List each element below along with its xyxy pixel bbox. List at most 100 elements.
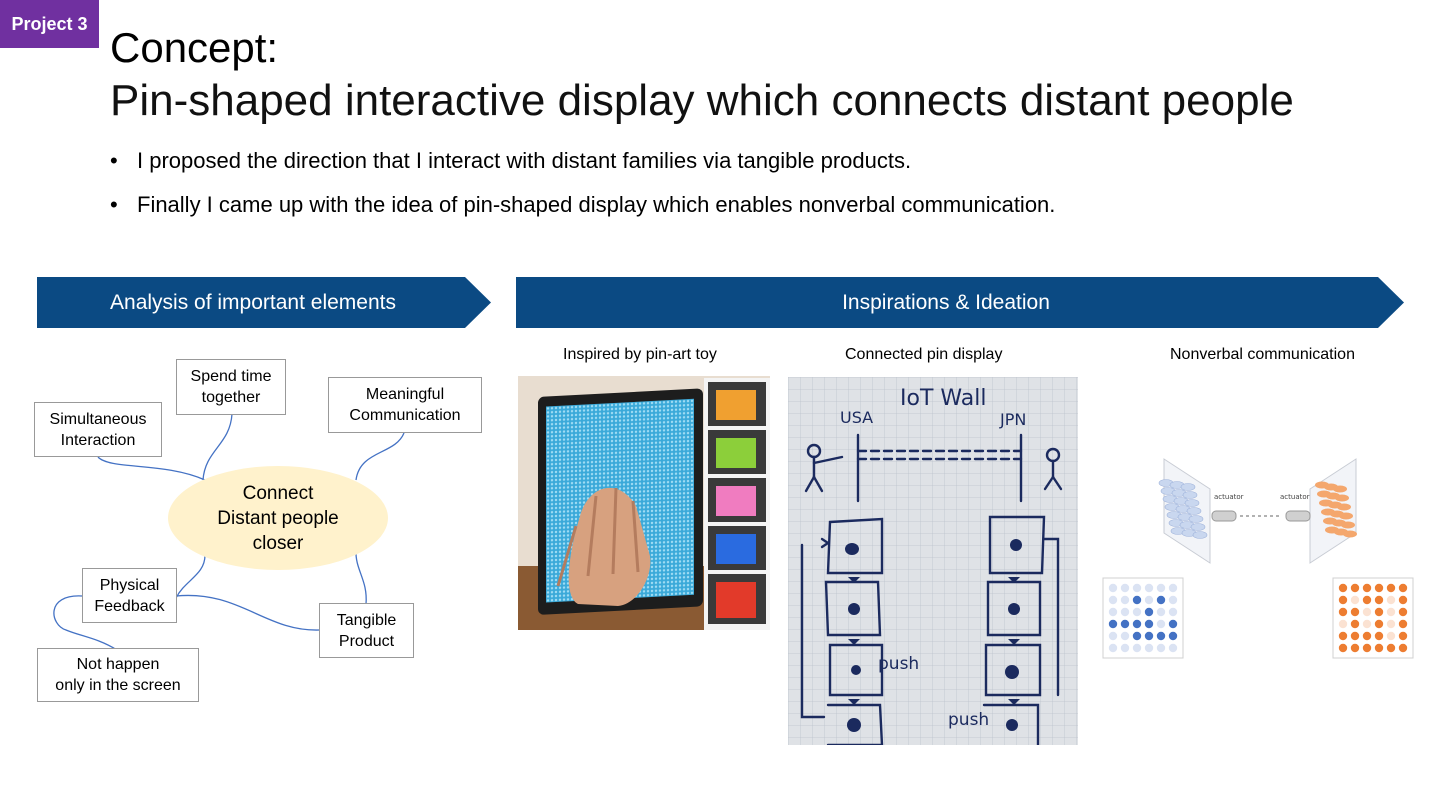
pin-dot xyxy=(1156,619,1166,629)
pin-cylinder xyxy=(1335,494,1349,502)
node-tangible: Tangible Product xyxy=(319,603,414,658)
pin-dot xyxy=(1386,631,1396,641)
pin-dot xyxy=(1168,595,1178,605)
sketch-title: IoT Wall xyxy=(900,386,986,411)
page-title: Concept: xyxy=(110,24,279,71)
pin-dot xyxy=(1374,631,1384,641)
pin-dot xyxy=(1168,583,1178,593)
pin-dot xyxy=(1132,643,1142,653)
pin-dot xyxy=(1350,643,1360,653)
page-subtitle: Pin-shaped interactive display which con… xyxy=(110,76,1294,125)
mindmap-center: Connect Distant people closer xyxy=(168,466,388,570)
pin-dot xyxy=(1120,619,1130,629)
pin-dot xyxy=(1338,619,1348,629)
sketch-usa: USA xyxy=(840,408,873,427)
pin-cylinder xyxy=(1188,515,1204,523)
pin-dot xyxy=(1338,583,1348,593)
pin-dot xyxy=(1350,595,1360,605)
caption-connected: Connected pin display xyxy=(845,346,1003,363)
pin-dot xyxy=(1120,595,1130,605)
actuator-left-label: actuator xyxy=(1214,493,1244,501)
project-tag: Project 3 xyxy=(0,0,99,48)
pin-dot xyxy=(1120,607,1130,617)
pin-dot xyxy=(1398,631,1408,641)
sketch-push-left: push xyxy=(878,654,919,674)
node-physical: Physical Feedback xyxy=(82,568,177,623)
pin-cylinder xyxy=(1186,507,1202,515)
pin-dot xyxy=(1362,595,1372,605)
pin-dot xyxy=(1350,631,1360,641)
pin-dot xyxy=(1386,607,1396,617)
pin-dot xyxy=(1338,607,1348,617)
pin-dot xyxy=(1398,595,1408,605)
mindmap-connectors xyxy=(53,413,405,651)
pin-dot xyxy=(1168,619,1178,629)
pin-dot xyxy=(1144,643,1154,653)
pin-dot xyxy=(1144,595,1154,605)
analysis-banner: Analysis of important elements xyxy=(37,277,491,328)
pin-dot xyxy=(1156,583,1166,593)
pin-dot xyxy=(1374,583,1384,593)
pin-cylinder xyxy=(1343,530,1357,538)
pin-dot xyxy=(1132,631,1142,641)
pin-dot xyxy=(1398,583,1408,593)
iot-wall-sketch: IoT Wall USA JPN push push xyxy=(788,377,1078,745)
pin-dot xyxy=(1338,595,1348,605)
pin-dot xyxy=(1108,595,1118,605)
pin-dot xyxy=(1168,607,1178,617)
node-simultaneous: Simultaneous Interaction xyxy=(34,402,162,457)
pin-dot xyxy=(1120,643,1130,653)
pin-dot xyxy=(1362,643,1372,653)
bullet-item: Finally I came up with the idea of pin-s… xyxy=(110,190,1055,234)
pin-dot xyxy=(1362,607,1372,617)
pin-dot xyxy=(1362,619,1372,629)
pin-dot xyxy=(1338,643,1348,653)
pin-dot xyxy=(1350,583,1360,593)
pin-dot xyxy=(1144,631,1154,641)
pin-dot xyxy=(1144,583,1154,593)
pin-dot xyxy=(1338,631,1348,641)
pin-cylinder xyxy=(1184,499,1200,507)
pin-cylinder xyxy=(1180,483,1196,491)
pin-dot xyxy=(1108,607,1118,617)
pin-dot xyxy=(1168,643,1178,653)
pin-dot xyxy=(1398,643,1408,653)
pin-cylinder xyxy=(1339,512,1353,520)
pin-dot xyxy=(1398,607,1408,617)
pin-cylinder xyxy=(1182,491,1198,499)
pin-dot xyxy=(1156,595,1166,605)
pin-dot xyxy=(1120,631,1130,641)
pin-dot xyxy=(1386,583,1396,593)
pin-cylinder xyxy=(1192,531,1208,539)
actuator-right-label: actuator xyxy=(1280,493,1310,501)
pin-dot xyxy=(1108,619,1118,629)
sketch-jpn: JPN xyxy=(999,410,1026,429)
node-not-screen: Not happen only in the screen xyxy=(37,648,199,702)
pin-dot xyxy=(1144,619,1154,629)
pin-cylinder xyxy=(1190,523,1206,531)
pin-art-photo xyxy=(518,376,770,630)
pin-dot xyxy=(1374,595,1384,605)
bullet-list: I proposed the direction that I interact… xyxy=(110,146,1055,234)
pin-dot xyxy=(1132,583,1142,593)
pin-dot xyxy=(1156,643,1166,653)
pin-dot xyxy=(1374,643,1384,653)
pin-dot xyxy=(1156,631,1166,641)
pin-dot xyxy=(1362,583,1372,593)
pin-dot xyxy=(1386,595,1396,605)
pin-dot xyxy=(1350,619,1360,629)
pin-dot xyxy=(1132,595,1142,605)
pin-cylinder xyxy=(1341,521,1355,529)
node-meaningful: Meaningful Communication xyxy=(328,377,482,433)
caption-pin-art: Inspired by pin-art toy xyxy=(563,346,717,363)
pin-dot xyxy=(1108,643,1118,653)
pin-dot xyxy=(1386,643,1396,653)
pin-dot xyxy=(1398,619,1408,629)
pin-dot xyxy=(1108,583,1118,593)
bullet-item: I proposed the direction that I interact… xyxy=(110,146,1055,190)
inspiration-banner: Inspirations & Ideation xyxy=(516,277,1404,328)
pin-dot xyxy=(1144,607,1154,617)
sketch-push-right: push xyxy=(948,710,989,730)
caption-nonverbal: Nonverbal communication xyxy=(1170,346,1355,363)
pin-dot xyxy=(1386,619,1396,629)
